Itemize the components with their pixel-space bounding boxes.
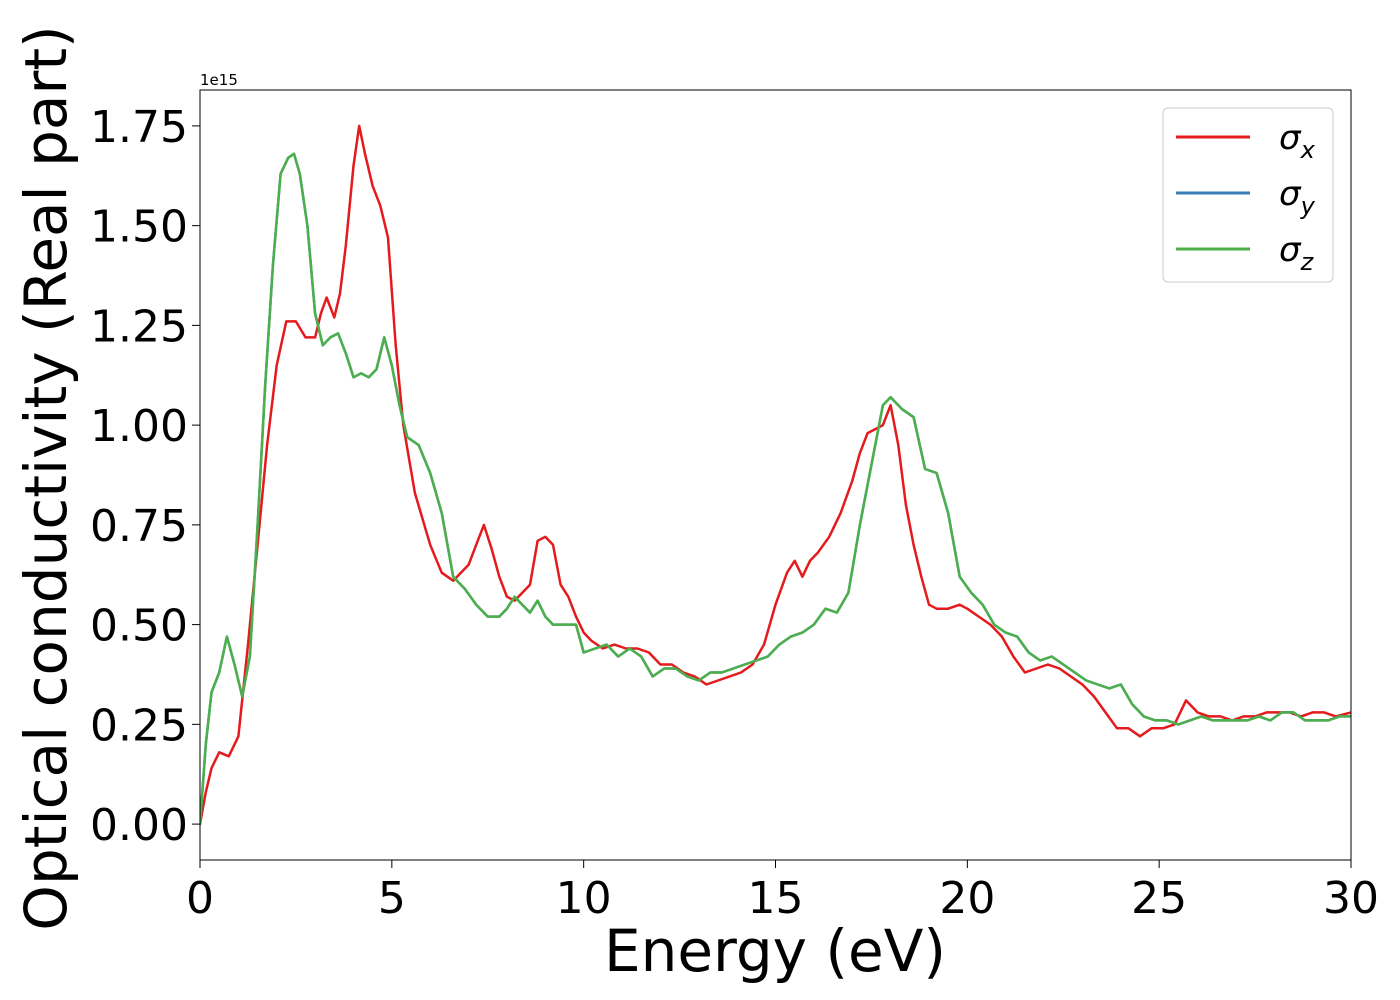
y-axis-title: Optical conductivity (Real part) [12,25,80,930]
y-tick-label: 0.50 [90,601,188,652]
x-tick-label: 30 [1323,873,1379,924]
y-tick-label: 0.25 [90,700,188,751]
x-tick-label: 25 [1131,873,1187,924]
x-tick-label: 20 [939,873,995,924]
legend-label-symbol: σ [1279,174,1302,214]
y-tick-label: 1.50 [90,202,188,253]
legend-frame [1162,107,1334,283]
series-line-sigma-x [200,124,1351,826]
x-axis: 0 5 10 15 20 25 30 [186,860,1379,924]
y-offset-label: 1e15 [200,71,238,89]
legend-label-symbol: σ [1279,230,1302,270]
x-tick-label: 10 [556,873,612,924]
legend-label-sigma-x: σx [1279,118,1316,164]
legend-label-sigma-z: σz [1279,230,1315,276]
x-tick-label: 0 [186,873,214,924]
series-line-sigma-z [200,152,1351,826]
y-tick-label: 0.75 [90,501,188,552]
y-tick-label: 1.25 [90,301,188,352]
x-axis-title: Energy (eV) [604,917,946,985]
y-tick-label: 1.75 [90,102,188,153]
legend-label-symbol: σ [1279,118,1302,158]
x-tick-label: 5 [378,873,406,924]
series-layer [200,124,1351,826]
x-tick-label: 15 [748,873,804,924]
y-tick-label: 0.00 [90,800,188,851]
y-tick-label: 1.00 [90,401,188,452]
legend-label-subscript: x [1300,136,1316,164]
legend-label-sigma-y: σy [1279,174,1316,220]
legend-label-subscript: z [1300,248,1315,276]
legend-label-subscript: y [1300,192,1316,220]
y-axis: 0.00 0.25 0.50 0.75 1.00 1.25 1.50 1.75 [90,102,200,851]
